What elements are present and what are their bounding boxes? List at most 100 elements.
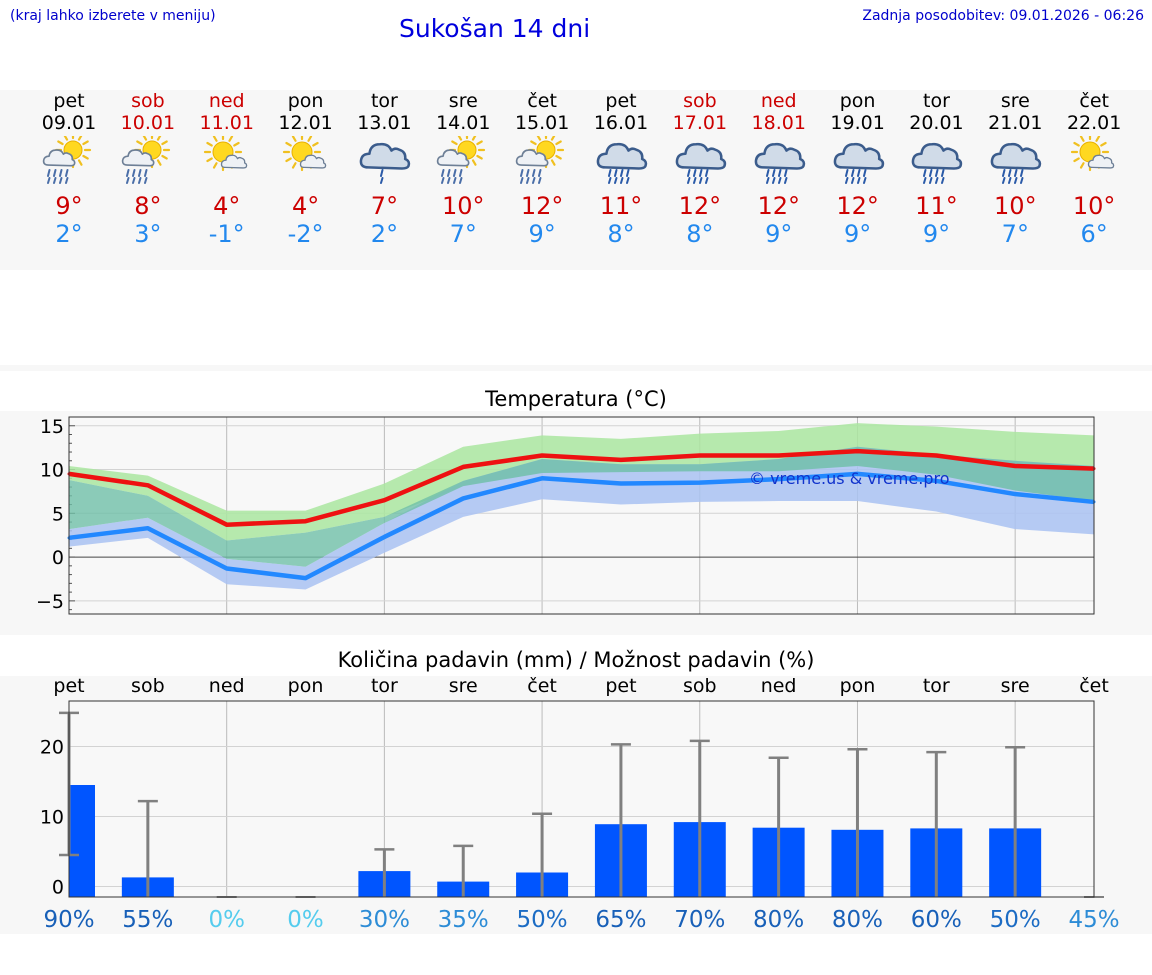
- max-temperature: 12°: [678, 192, 722, 220]
- precipitation-probability: 45%: [1068, 907, 1119, 933]
- max-temperature: 12°: [520, 192, 564, 220]
- max-temperature: 10°: [442, 192, 485, 220]
- raindrop: [459, 169, 463, 177]
- raindrop: [538, 177, 542, 184]
- raindrop: [850, 177, 855, 184]
- day-name: sre: [1000, 90, 1030, 112]
- y-tick-label: 10: [40, 807, 64, 829]
- cloud-body: [675, 142, 727, 170]
- day-column: ned 11.01 4° -1°: [187, 90, 267, 248]
- sun-ray: [142, 136, 147, 141]
- sun-ray: [472, 136, 477, 141]
- precipitation-probability: 0%: [208, 907, 245, 933]
- day-date: 17.01: [672, 112, 728, 134]
- x-category-label: pet: [53, 675, 84, 697]
- cloud-heavy-rain-icon: [596, 142, 648, 184]
- day-name: pon: [839, 90, 876, 112]
- sun-ray: [476, 154, 484, 160]
- sun-cloud-rain-icon: [437, 136, 486, 184]
- cloud-body: [121, 149, 155, 167]
- sun-ray: [472, 159, 477, 166]
- raindrop: [929, 169, 933, 177]
- sun-ray: [206, 141, 213, 147]
- day-date: 09.01: [41, 112, 97, 134]
- y-tick-label: 15: [40, 416, 64, 438]
- rain-shape: [686, 169, 709, 184]
- day-name: pet: [605, 90, 637, 112]
- raindrop: [704, 177, 709, 184]
- x-category-label: tor: [923, 675, 950, 697]
- cloud-heavy-rain-icon: [833, 142, 884, 184]
- raindrop: [526, 169, 530, 177]
- sun-cloud-rain-icon: [121, 136, 170, 184]
- sun-cloud-icon: [282, 136, 326, 172]
- raindrop: [620, 169, 624, 177]
- sun-ray: [536, 136, 542, 141]
- daily-forecast: pet 09.01 9° 2° sob 10.01 8° 3° ned 11.01 4° -1° pon…: [29, 90, 1133, 260]
- sun-cloud-rain-icon: [42, 136, 92, 184]
- x-category-label: sre: [449, 675, 478, 697]
- raindrop: [783, 169, 788, 177]
- min-temperature: 2°: [55, 220, 83, 248]
- sun-ray: [1073, 157, 1081, 163]
- day-date: 21.01: [988, 112, 1043, 134]
- cloud-body: [912, 142, 963, 170]
- raindrop: [532, 169, 536, 177]
- min-temperature: 3°: [134, 220, 162, 248]
- raindrop: [441, 169, 445, 177]
- raindrop: [608, 177, 612, 184]
- sun-ray: [136, 140, 143, 146]
- day-column: tor 20.01 11° 9°: [896, 90, 976, 248]
- raindrop: [125, 169, 130, 177]
- min-temperature: 9°: [528, 220, 556, 248]
- min-temperature: 7°: [1001, 220, 1029, 248]
- max-temperature-point: [1013, 464, 1017, 468]
- day-column: pet 16.01 11° 8°: [581, 90, 661, 248]
- raindrop: [380, 169, 384, 177]
- raindrop: [614, 177, 618, 184]
- raindrop: [765, 169, 770, 177]
- raindrop: [520, 177, 524, 184]
- sun-ray: [156, 159, 162, 166]
- min-temperature-point: [461, 496, 465, 500]
- raindrop: [686, 177, 691, 184]
- raindrop: [844, 177, 849, 184]
- max-temperature-point: [934, 454, 938, 458]
- raindrop: [1020, 177, 1024, 184]
- raindrop: [47, 177, 51, 184]
- sun-ray: [1095, 136, 1101, 142]
- rain-shape: [441, 169, 463, 184]
- precipitation-probability: 90%: [43, 907, 94, 933]
- max-temperature-point: [855, 449, 859, 453]
- min-temperature: 2°: [370, 220, 399, 248]
- min-temperature-point: [777, 477, 781, 481]
- day-column: tor 13.01 7° 2°: [344, 90, 424, 248]
- cloud-shape: [833, 142, 884, 170]
- day-date: 13.01: [357, 112, 412, 134]
- cloud-body: [515, 149, 549, 167]
- x-category-label: sob: [131, 675, 165, 697]
- raindrop: [453, 169, 457, 177]
- raindrop: [923, 177, 927, 184]
- raindrop: [941, 177, 945, 184]
- raindrop: [447, 169, 451, 177]
- raindrop: [526, 177, 530, 184]
- day-column: pet 09.01 9° 2°: [29, 90, 109, 248]
- max-temperature: 7°: [370, 192, 399, 220]
- raindrop: [380, 177, 384, 184]
- raindrop: [941, 169, 945, 177]
- raindrop: [614, 169, 618, 177]
- sun-ray: [77, 159, 83, 166]
- separator: [0, 365, 1152, 371]
- temperature-chart-title: Temperatura (°C): [485, 387, 667, 411]
- rain-shape: [608, 169, 630, 184]
- day-column: pon 12.01 4° -2°: [266, 90, 346, 248]
- plot-frame: [68, 700, 1095, 898]
- max-temperature-point: [777, 454, 781, 458]
- day-column: čet 15.01 12° 9°: [502, 90, 582, 248]
- raindrop: [777, 169, 782, 177]
- rain-shape: [520, 169, 542, 184]
- raindrop: [447, 177, 451, 184]
- sun-ray: [77, 136, 83, 141]
- day-column: sre 14.01 10° 7°: [423, 90, 503, 248]
